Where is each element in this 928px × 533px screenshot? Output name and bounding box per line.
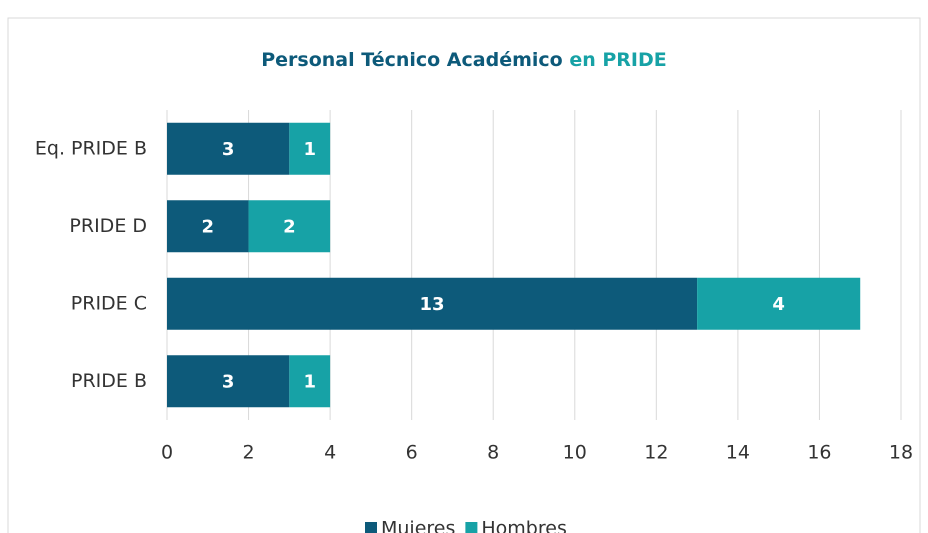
legend-swatch [365, 522, 377, 533]
bar-segment [289, 355, 331, 408]
data-label: 1 [303, 139, 316, 160]
x-tick-label: 2 [243, 442, 255, 464]
bar-segment [167, 200, 249, 253]
bar-segment [167, 277, 698, 330]
x-tick-label: 0 [161, 442, 173, 464]
bar-segment [167, 122, 290, 175]
y-tick-label: PRIDE C [71, 292, 147, 314]
data-label: 2 [202, 216, 215, 237]
bar-segment [167, 355, 290, 408]
data-label: 2 [283, 216, 296, 237]
x-tick-label: 12 [644, 442, 668, 464]
y-tick-label: PRIDE B [71, 370, 147, 392]
y-tick-label: PRIDE D [69, 215, 147, 237]
x-tick-label: 4 [324, 442, 336, 464]
legend-label: Hombres [481, 518, 566, 533]
chart-title: Personal Técnico Académico en PRIDE [261, 49, 667, 71]
legend-label: Mujeres [381, 518, 455, 533]
x-tick-label: 10 [563, 442, 587, 464]
data-label: 3 [222, 371, 235, 392]
data-label: 4 [772, 294, 785, 315]
bar-segment [697, 277, 861, 330]
legend-swatch [465, 522, 478, 533]
data-label: 3 [222, 139, 235, 160]
data-label: 1 [303, 371, 316, 392]
chart-frame [7, 17, 921, 533]
x-tick-label: 14 [726, 442, 750, 464]
x-tick-label: 6 [406, 442, 418, 464]
title-main: Personal Técnico Académico [261, 49, 562, 71]
y-tick-label: Eq. PRIDE B [35, 137, 147, 159]
bar-segment [289, 122, 331, 175]
x-tick-label: 18 [889, 442, 913, 464]
title-highlight: en PRIDE [569, 49, 666, 71]
bar-segment [248, 200, 331, 253]
x-tick-label: 16 [807, 442, 831, 464]
x-tick-label: 8 [487, 442, 499, 464]
data-label: 13 [420, 294, 445, 315]
